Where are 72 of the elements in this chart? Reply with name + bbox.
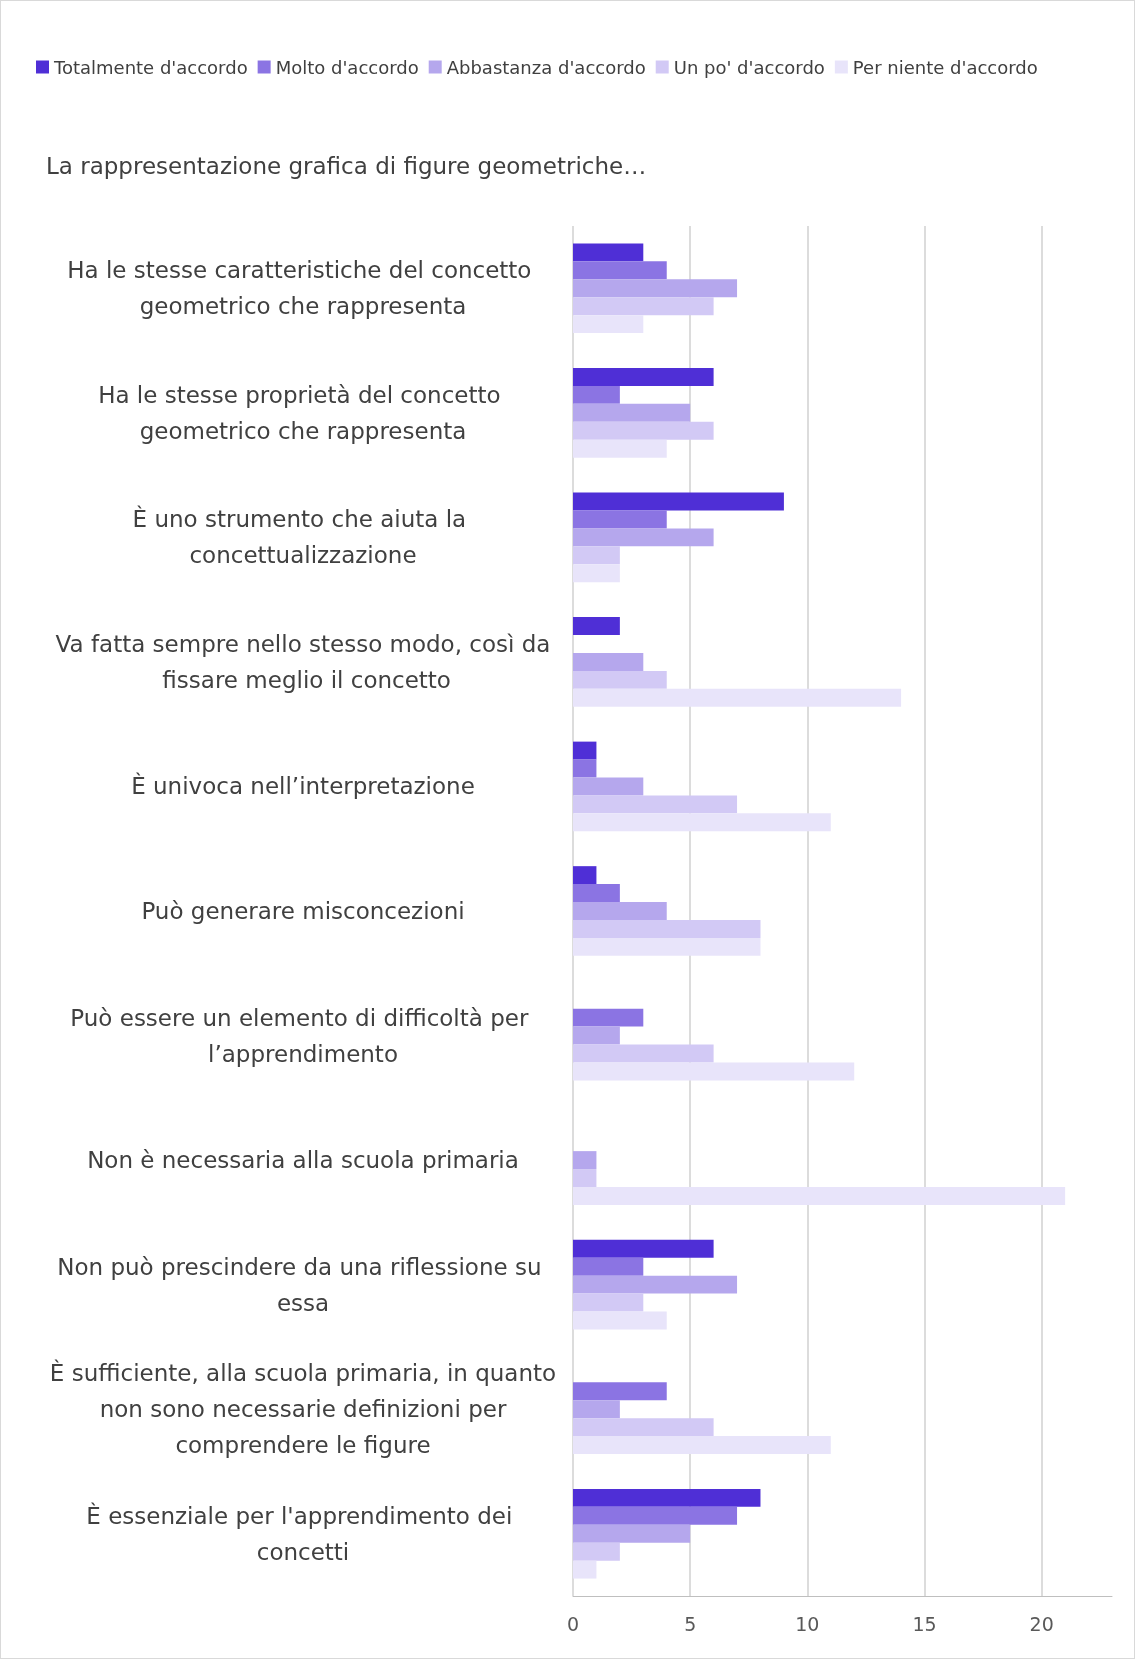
bar — [573, 1275, 738, 1294]
bar — [573, 795, 738, 814]
bar — [573, 1008, 644, 1027]
y-tick-label: Ha le stesse proprietà del concetto geometrico che rappresenta — [98, 381, 508, 444]
bar — [573, 1436, 831, 1455]
bar — [573, 1488, 761, 1507]
legend-label: Molto d'accordo — [275, 56, 419, 78]
y-tick-label: Ha le stesse caratteristiche del concetto geometrico che rappresenta — [67, 257, 539, 320]
bar — [573, 1186, 1066, 1205]
bar — [573, 1257, 644, 1276]
bar — [573, 919, 761, 938]
x-tick-label: 15 — [912, 1612, 937, 1635]
bar — [573, 617, 620, 636]
text: La rappresentazione grafica di figure geometriche… — [46, 152, 647, 179]
bar — [573, 688, 902, 707]
bar — [573, 1169, 597, 1187]
y-tick-label: Non è necessaria alla scuola primaria — [87, 1147, 519, 1174]
bar — [573, 1293, 644, 1312]
bar — [573, 1026, 620, 1045]
y-tick-label: È sufficiente, alla scuola primaria, in quanto non sono necessarie definizioni per comprendere le figure — [49, 1359, 557, 1459]
y-tick-label: È essenziale per l'apprendimento dei concetti — [86, 1501, 520, 1565]
y-tick-label: È univoca nell’interpretazione — [131, 772, 475, 800]
bar — [573, 1382, 667, 1401]
bar — [573, 297, 714, 316]
bar — [573, 564, 620, 583]
bar — [573, 670, 667, 689]
bar — [573, 1044, 714, 1063]
x-tick-label: 0 — [566, 1612, 580, 1635]
bar — [573, 1151, 597, 1170]
bar — [573, 439, 667, 458]
legend-label: Abbastanza d'accordo — [446, 56, 646, 78]
bar — [573, 528, 714, 547]
bar — [573, 937, 761, 956]
y-tick-label: Non può prescindere da una riflessione su essa — [57, 1253, 549, 1316]
bar — [573, 1560, 597, 1579]
bar — [573, 1400, 620, 1419]
y-tick-label: Può generare misconcezioni — [141, 898, 465, 924]
bar — [573, 1542, 620, 1561]
bar — [573, 367, 714, 386]
bar — [573, 1239, 714, 1258]
x-tick-label: 5 — [684, 1612, 697, 1635]
x-tick-label: 10 — [795, 1612, 820, 1635]
bar — [573, 866, 597, 885]
legend-label: Per niente d'accordo — [852, 56, 1038, 78]
bar — [573, 403, 691, 422]
legend-label: Un po' d'accordo — [673, 56, 825, 78]
bar — [573, 1062, 855, 1081]
bar — [573, 385, 620, 404]
bar — [573, 813, 831, 832]
bar — [573, 777, 644, 796]
bar — [573, 741, 597, 760]
bar — [573, 243, 644, 262]
bar — [573, 1524, 691, 1543]
bar — [573, 421, 714, 440]
y-tick-label: Va fatta sempre nello stesso modo, così da fissare meglio il concetto — [55, 630, 551, 693]
bar — [573, 261, 667, 280]
bar — [573, 492, 784, 511]
bar — [573, 902, 667, 920]
bar — [573, 1506, 738, 1525]
bar — [573, 1418, 714, 1437]
x-tick-label: 20 — [1029, 1612, 1054, 1635]
legend-label: Totalmente d'accordo — [53, 56, 248, 78]
y-tick-label: Può essere un elemento di difficoltà per l’apprendimento — [70, 1004, 536, 1067]
bar — [573, 279, 738, 298]
y-tick-label: È uno strumento che aiuta la concettualizzazione — [132, 505, 474, 569]
bar — [573, 315, 644, 334]
bar — [573, 1311, 667, 1330]
bar — [573, 510, 667, 529]
bar — [573, 759, 597, 778]
bar — [573, 884, 620, 903]
bar — [573, 546, 620, 565]
bar — [573, 652, 644, 671]
